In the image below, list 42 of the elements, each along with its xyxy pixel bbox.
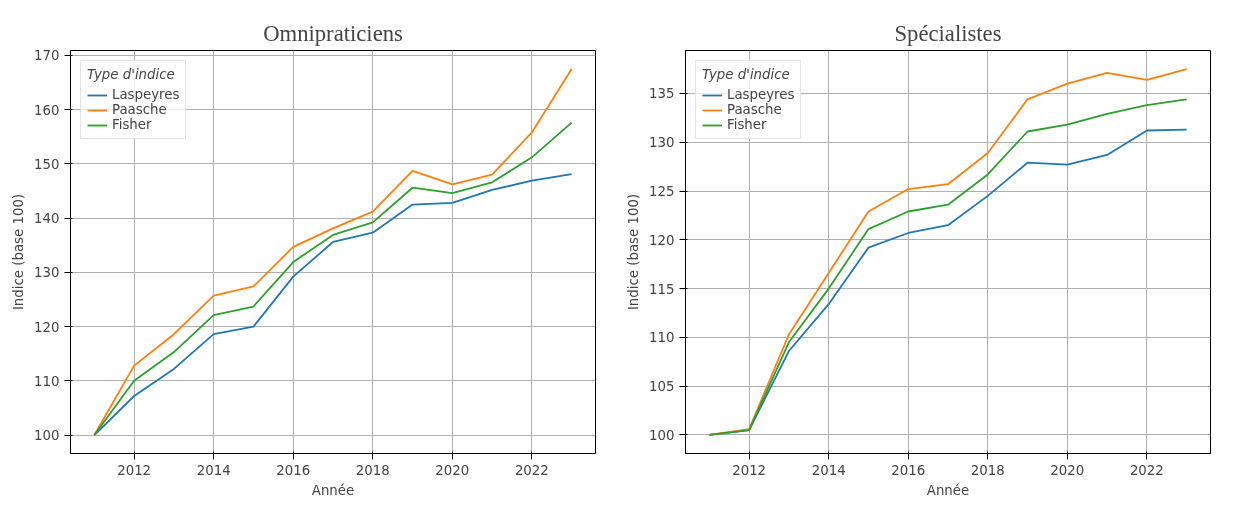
y-tick-label: 135 bbox=[649, 86, 675, 102]
y-tick-label: 160 bbox=[34, 102, 60, 118]
y-tick-label: 100 bbox=[649, 427, 675, 443]
legend-label: Laspeyres bbox=[112, 87, 180, 102]
legend-label: Paasche bbox=[727, 102, 782, 117]
y-tick-label: 110 bbox=[34, 373, 60, 389]
y-axis-title: Indice (base 100) bbox=[11, 193, 27, 311]
x-axis-title: Année bbox=[311, 482, 355, 498]
y-tick-label: 125 bbox=[649, 184, 675, 200]
legend-label: Laspeyres bbox=[727, 87, 795, 102]
legend-title: Type d'indice bbox=[702, 67, 791, 82]
chart-title: Omnipraticiens bbox=[263, 20, 403, 46]
x-tick-label: 2020 bbox=[435, 462, 470, 478]
legend-label: Paasche bbox=[112, 102, 167, 117]
x-tick-label: 2018 bbox=[970, 462, 1005, 478]
x-tick-label: 2012 bbox=[117, 462, 152, 478]
x-axis-title: Année bbox=[926, 482, 970, 498]
y-tick-label: 130 bbox=[649, 135, 675, 151]
y-tick-label: 130 bbox=[34, 265, 60, 281]
x-tick-label: 2016 bbox=[891, 462, 926, 478]
x-tick-label: 2014 bbox=[811, 462, 846, 478]
y-tick-label: 140 bbox=[34, 211, 60, 227]
legend-label: Fisher bbox=[112, 117, 152, 132]
x-tick-label: 2022 bbox=[1129, 462, 1164, 478]
y-tick-label: 110 bbox=[649, 330, 675, 346]
legend-title: Type d'indice bbox=[87, 67, 176, 82]
x-tick-label: 2014 bbox=[196, 462, 231, 478]
x-tick-label: 2022 bbox=[514, 462, 549, 478]
x-tick-label: 2012 bbox=[732, 462, 767, 478]
y-tick-label: 105 bbox=[649, 379, 675, 395]
y-tick-label: 100 bbox=[34, 428, 60, 444]
y-tick-label: 170 bbox=[34, 48, 60, 64]
x-tick-label: 2016 bbox=[276, 462, 311, 478]
y-tick-label: 120 bbox=[34, 319, 60, 335]
y-tick-label: 115 bbox=[649, 281, 675, 297]
chart-title: Spécialistes bbox=[894, 20, 1002, 46]
y-tick-label: 120 bbox=[649, 232, 675, 248]
x-tick-label: 2018 bbox=[355, 462, 390, 478]
legend-label: Fisher bbox=[727, 117, 767, 132]
x-tick-label: 2020 bbox=[1050, 462, 1085, 478]
y-tick-label: 150 bbox=[34, 156, 60, 172]
y-axis-title: Indice (base 100) bbox=[626, 193, 642, 311]
